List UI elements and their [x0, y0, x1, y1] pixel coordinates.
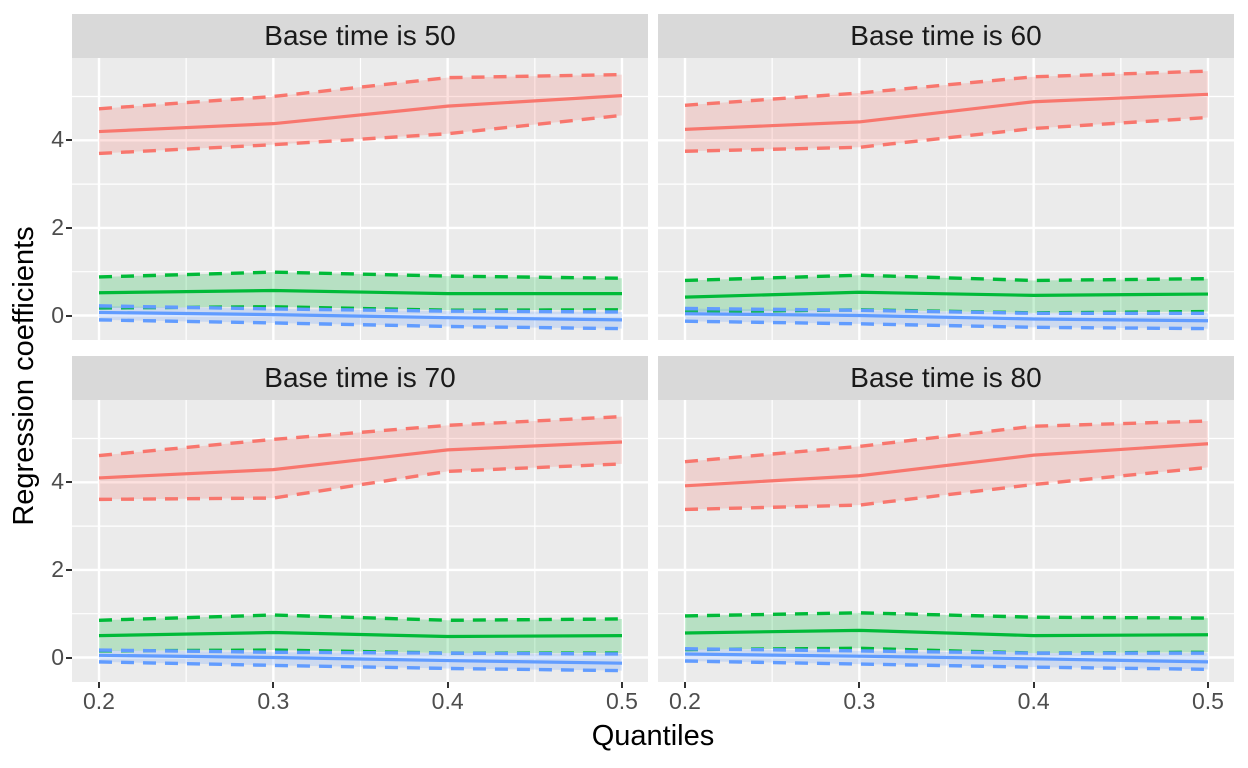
- estimate-line-green: [98, 288, 622, 296]
- facet-panel-base-time-70: [72, 400, 648, 682]
- x-tick-mark: [98, 682, 100, 688]
- x-tick-mark: [684, 682, 686, 688]
- x-tick-label: 0.3: [257, 688, 290, 714]
- estimate-line-green: [98, 630, 622, 639]
- x-tick-mark: [620, 682, 623, 688]
- facet-strip-label: Base time is 50: [264, 20, 456, 51]
- estimate-line-blue: [98, 653, 623, 665]
- confidence-band-red: [99, 416, 622, 500]
- y-tick-label: 4: [51, 126, 64, 153]
- x-tick-label: 0.5: [605, 688, 638, 714]
- y-tick-label: 0: [51, 301, 64, 328]
- facet-panel-base-time-80: [658, 400, 1234, 682]
- x-tick-label: 0.4: [1017, 688, 1050, 714]
- x-tick-label: 0.2: [83, 688, 115, 714]
- y-tick-mark: [66, 481, 72, 484]
- facet-strip-base-time-80: Base time is 80: [658, 356, 1234, 400]
- x-tick-label: 0.5: [1191, 688, 1224, 714]
- y-tick-label: 2: [51, 213, 64, 240]
- y-tick-label: 0: [51, 643, 64, 670]
- y-tick-label: 2: [51, 555, 64, 582]
- facet-strip-base-time-50: Base time is 50: [72, 14, 648, 58]
- y-tick-mark: [66, 226, 72, 229]
- facet-plot-area: [658, 58, 1234, 340]
- x-tick-label: 0.3: [843, 688, 876, 714]
- x-tick-mark: [1206, 682, 1209, 688]
- estimate-line-green: [684, 628, 1208, 638]
- estimate-line-red: [684, 442, 1209, 488]
- x-tick-mark: [272, 682, 275, 688]
- facet-strip-label: Base time is 60: [850, 20, 1042, 51]
- x-tick-label: 0.4: [431, 688, 464, 714]
- facet-plot-area: [72, 58, 648, 340]
- facet-strip-label: Base time is 70: [264, 362, 456, 393]
- facet-strip-base-time-60: Base time is 60: [658, 14, 1234, 58]
- facet-panel-base-time-60: [658, 58, 1234, 340]
- y-tick-mark: [66, 139, 72, 142]
- facet-strip-label: Base time is 80: [850, 362, 1042, 393]
- y-tick-mark: [66, 568, 72, 571]
- x-tick-label: 0.2: [669, 688, 701, 714]
- estimate-line-red: [98, 94, 623, 134]
- estimate-line-green: [684, 290, 1209, 299]
- x-tick-mark: [446, 682, 449, 688]
- facet-plot-area: [72, 400, 648, 682]
- x-axis-title: Quantiles: [591, 720, 715, 752]
- x-tick-mark: [858, 682, 861, 688]
- y-tick-label: 4: [51, 468, 64, 495]
- estimate-line-red: [98, 440, 623, 480]
- y-tick-mark: [66, 314, 72, 317]
- facet-panel-base-time-50: [72, 58, 648, 340]
- estimate-line-blue: [684, 312, 1209, 323]
- y-tick-mark: [66, 656, 72, 659]
- estimate-line-blue: [98, 310, 623, 322]
- x-tick-mark: [1032, 682, 1035, 688]
- estimate-line-blue: [684, 652, 1209, 664]
- estimate-line-red: [684, 92, 1209, 131]
- facet-plot-area: [658, 400, 1234, 682]
- facet-strip-base-time-70: Base time is 70: [72, 356, 648, 400]
